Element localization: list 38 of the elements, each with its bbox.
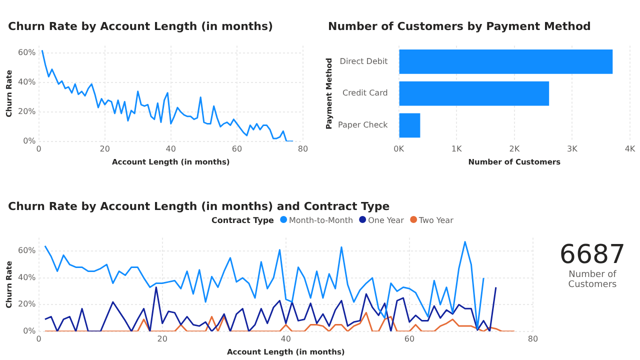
chart-title: Churn Rate by Account Length (in months) [8, 20, 274, 33]
y-tick-label: 40% [18, 272, 36, 282]
x-tick-label: 40 [166, 144, 176, 154]
y-tick-label: Direct Debit [340, 56, 388, 66]
y-tick-label: 0% [23, 326, 36, 336]
bar [399, 113, 420, 138]
x-tick-label: 80 [298, 144, 308, 154]
text: 6687 [558, 240, 627, 270]
x-tick-label: 0 [36, 144, 42, 154]
y-tick-label: 60% [18, 246, 36, 256]
bar [399, 81, 550, 106]
y-tick-label: 60% [18, 48, 36, 58]
x-tick-label: 3K [567, 144, 578, 154]
y-tick-label: 20% [18, 300, 36, 309]
x-tick-label: 0 [36, 334, 42, 344]
y-tick-label: 20% [18, 107, 36, 116]
y-tick-label: Credit Card [342, 88, 388, 98]
legend-label: Month-to-Month [288, 216, 354, 225]
y-tick-label: 0% [23, 136, 36, 146]
x-tick-label: 0K [394, 144, 405, 154]
y-tick-label: Paper Check [338, 120, 388, 130]
chart-title: Number of Customers by Payment Method [328, 20, 591, 33]
legend-label: Two Year [418, 216, 454, 225]
legend-label: One Year [367, 216, 404, 225]
x-tick-label: 20 [157, 334, 168, 344]
chart-title: Churn Rate by Account Length (in months) and Contract Type [8, 200, 390, 213]
x-tick-label: 60 [404, 334, 415, 344]
x-tick-label: 80 [528, 334, 538, 344]
x-tick-label: 1K [451, 144, 463, 154]
y-tick-label: 40% [18, 78, 36, 87]
text: Number of Customers [567, 270, 618, 290]
legend-title: Contract Type [212, 216, 274, 225]
x-tick-label: 2K [509, 144, 520, 154]
x-tick-label: 20 [100, 144, 110, 154]
x-tick-label: 60 [232, 144, 242, 154]
bar [399, 50, 613, 74]
x-tick-label: 40 [280, 334, 291, 344]
x-tick-label: 4K [624, 144, 636, 154]
